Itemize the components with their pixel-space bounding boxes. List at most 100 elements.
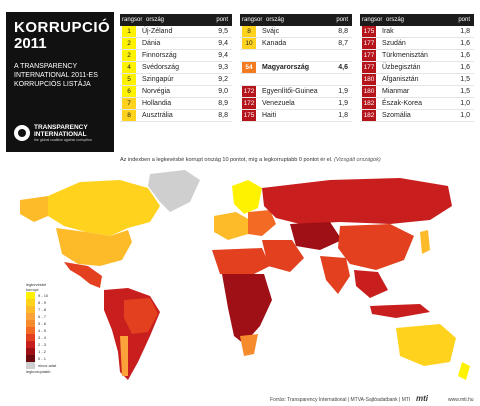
ranking-table-2: rangsor ország pont 8 Svájc 8,8 10 Kanada 8,7 54 M…: [240, 14, 352, 122]
country-name: Finnország: [142, 52, 177, 59]
legend-item: nincs adat: [26, 362, 56, 369]
table-row: 180 Mianmar 1,5: [360, 86, 474, 98]
legend-label: nincs adat: [38, 363, 57, 368]
header-country: ország: [146, 17, 165, 23]
legend-label: 7 - 8: [38, 307, 47, 312]
map-greenland: [148, 170, 200, 212]
table-header: rangsor ország pont: [360, 14, 474, 26]
rank-badge: 2: [122, 38, 136, 49]
ti-logo-icon: [14, 125, 30, 141]
legend-item: 5 - 6: [26, 320, 56, 327]
country-name: Svédország: [142, 64, 179, 71]
legend-item: 4 - 5: [26, 327, 56, 334]
country-name: Észak-Korea: [382, 100, 423, 107]
caption: Az indexben a legkevésbé korrupt ország …: [120, 157, 476, 163]
header-rank: rangsor: [242, 17, 263, 23]
logo-line1: TRANSPARENCY: [34, 124, 88, 131]
table-row: 182 Szomália 1,0: [360, 110, 474, 122]
map-se-asia: [354, 270, 388, 298]
country-points: 1,5: [460, 88, 470, 95]
table-row: 172 Venezuela 1,9: [240, 98, 352, 110]
rank-badge: 7: [122, 98, 136, 109]
map-canada: [48, 180, 160, 236]
rank-badge: 54: [242, 62, 256, 73]
table-row: 8 Ausztrália 8,8: [120, 110, 232, 122]
table-row: 6 Norvégia 9,0: [120, 86, 232, 98]
map-russia: [262, 178, 452, 224]
map-australia: [396, 324, 456, 366]
rank-badge: 8: [122, 110, 136, 121]
map-scandinavia: [232, 180, 262, 214]
country-points: 1,5: [460, 76, 470, 83]
country-points: 9,2: [218, 76, 228, 83]
country-name: Mianmar: [382, 88, 410, 95]
map-mexico: [64, 262, 102, 288]
table-row: 175 Irak 1,8: [360, 26, 474, 38]
rank-badge: 2: [122, 50, 136, 61]
rank-badge: 10: [242, 38, 256, 49]
caption-note: (Vizsgált országok): [334, 157, 381, 163]
subtitle: A TRANSPARENCY INTERNATIONAL 2011-ES KOR…: [14, 63, 98, 88]
legend-label: 6 - 7: [38, 314, 47, 319]
country-points: 9,3: [218, 64, 228, 71]
rank-badge: 177: [362, 50, 376, 61]
caption-main: Az indexben a legkevésbé korrupt ország …: [120, 157, 333, 163]
country-name: Türkmenisztán: [382, 52, 428, 59]
country-name: Haiti: [262, 112, 277, 119]
legend-item: 3 - 4: [26, 334, 56, 341]
logo-line2: INTERNATIONAL: [34, 131, 87, 138]
table-row: 182 Észak-Korea 1,0: [360, 98, 474, 110]
rank-badge: 5: [122, 74, 136, 85]
table-row: 4 Svédország 9,3: [120, 62, 232, 74]
map-brazil: [124, 298, 158, 334]
table-row: 177 Türkmenisztán 1,6: [360, 50, 474, 62]
table-row: 7 Hollandia 8,9: [120, 98, 232, 110]
country-name: Ausztrália: [142, 112, 173, 119]
map-central-asia: [290, 222, 342, 250]
legend-swatch: [26, 341, 35, 348]
footer-url: www.mti.hu: [448, 397, 474, 403]
legend-label: 0 - 1: [38, 356, 47, 361]
map-western-europe: [214, 212, 250, 240]
map-china: [338, 224, 414, 270]
title-line1: KORRUPCIÓ: [14, 19, 111, 36]
legend-label: 4 - 5: [38, 328, 47, 333]
table-row: [240, 50, 352, 62]
legend-swatch: [26, 327, 35, 334]
rank-badge: 8: [242, 26, 256, 37]
rank-badge: 172: [242, 86, 256, 97]
legend-swatch: [26, 355, 35, 362]
rank-badge: 180: [362, 74, 376, 85]
legend-swatch: [26, 299, 35, 306]
country-name: Szomália: [382, 112, 411, 119]
legend-item: 9 - 10: [26, 292, 56, 299]
country-points: 1,9: [338, 88, 348, 95]
table-row: 5 Szingapúr 9,2: [120, 74, 232, 86]
rank-badge: 6: [122, 86, 136, 97]
country-name: Üzbegisztán: [382, 64, 421, 71]
ranking-table-3: rangsor ország pont 175 Irak 1,8 177 Szudán 1,6 1…: [360, 14, 474, 122]
world-corruption-map: [0, 166, 480, 392]
map-indonesia: [370, 304, 430, 318]
table-row: 175 Haiti 1,8: [240, 110, 352, 122]
legend-item: 6 - 7: [26, 313, 56, 320]
table-row: 2 Finnország 9,4: [120, 50, 232, 62]
country-points: 1,0: [460, 112, 470, 119]
rank-badge: 177: [362, 62, 376, 73]
country-name: Kanada: [262, 40, 287, 47]
country-name: Szudán: [382, 40, 406, 47]
country-points: 1,8: [338, 112, 348, 119]
table-row: 2 Dánia 9,4: [120, 38, 232, 50]
legend-swatch: [26, 362, 35, 369]
table-row: 177 Üzbegisztán 1,6: [360, 62, 474, 74]
country-points: 1,6: [460, 40, 470, 47]
map-alaska: [20, 196, 48, 222]
table-header: rangsor ország pont: [120, 14, 232, 26]
rank-badge: 175: [242, 110, 256, 121]
header-rank: rangsor: [122, 17, 143, 23]
country-name: Egyenlítői-Guinea: [262, 88, 318, 95]
country-name: Afganisztán: [382, 76, 419, 83]
country-points: 4,6: [338, 64, 348, 71]
map-chile: [120, 336, 128, 376]
header-points: pont: [458, 17, 470, 23]
